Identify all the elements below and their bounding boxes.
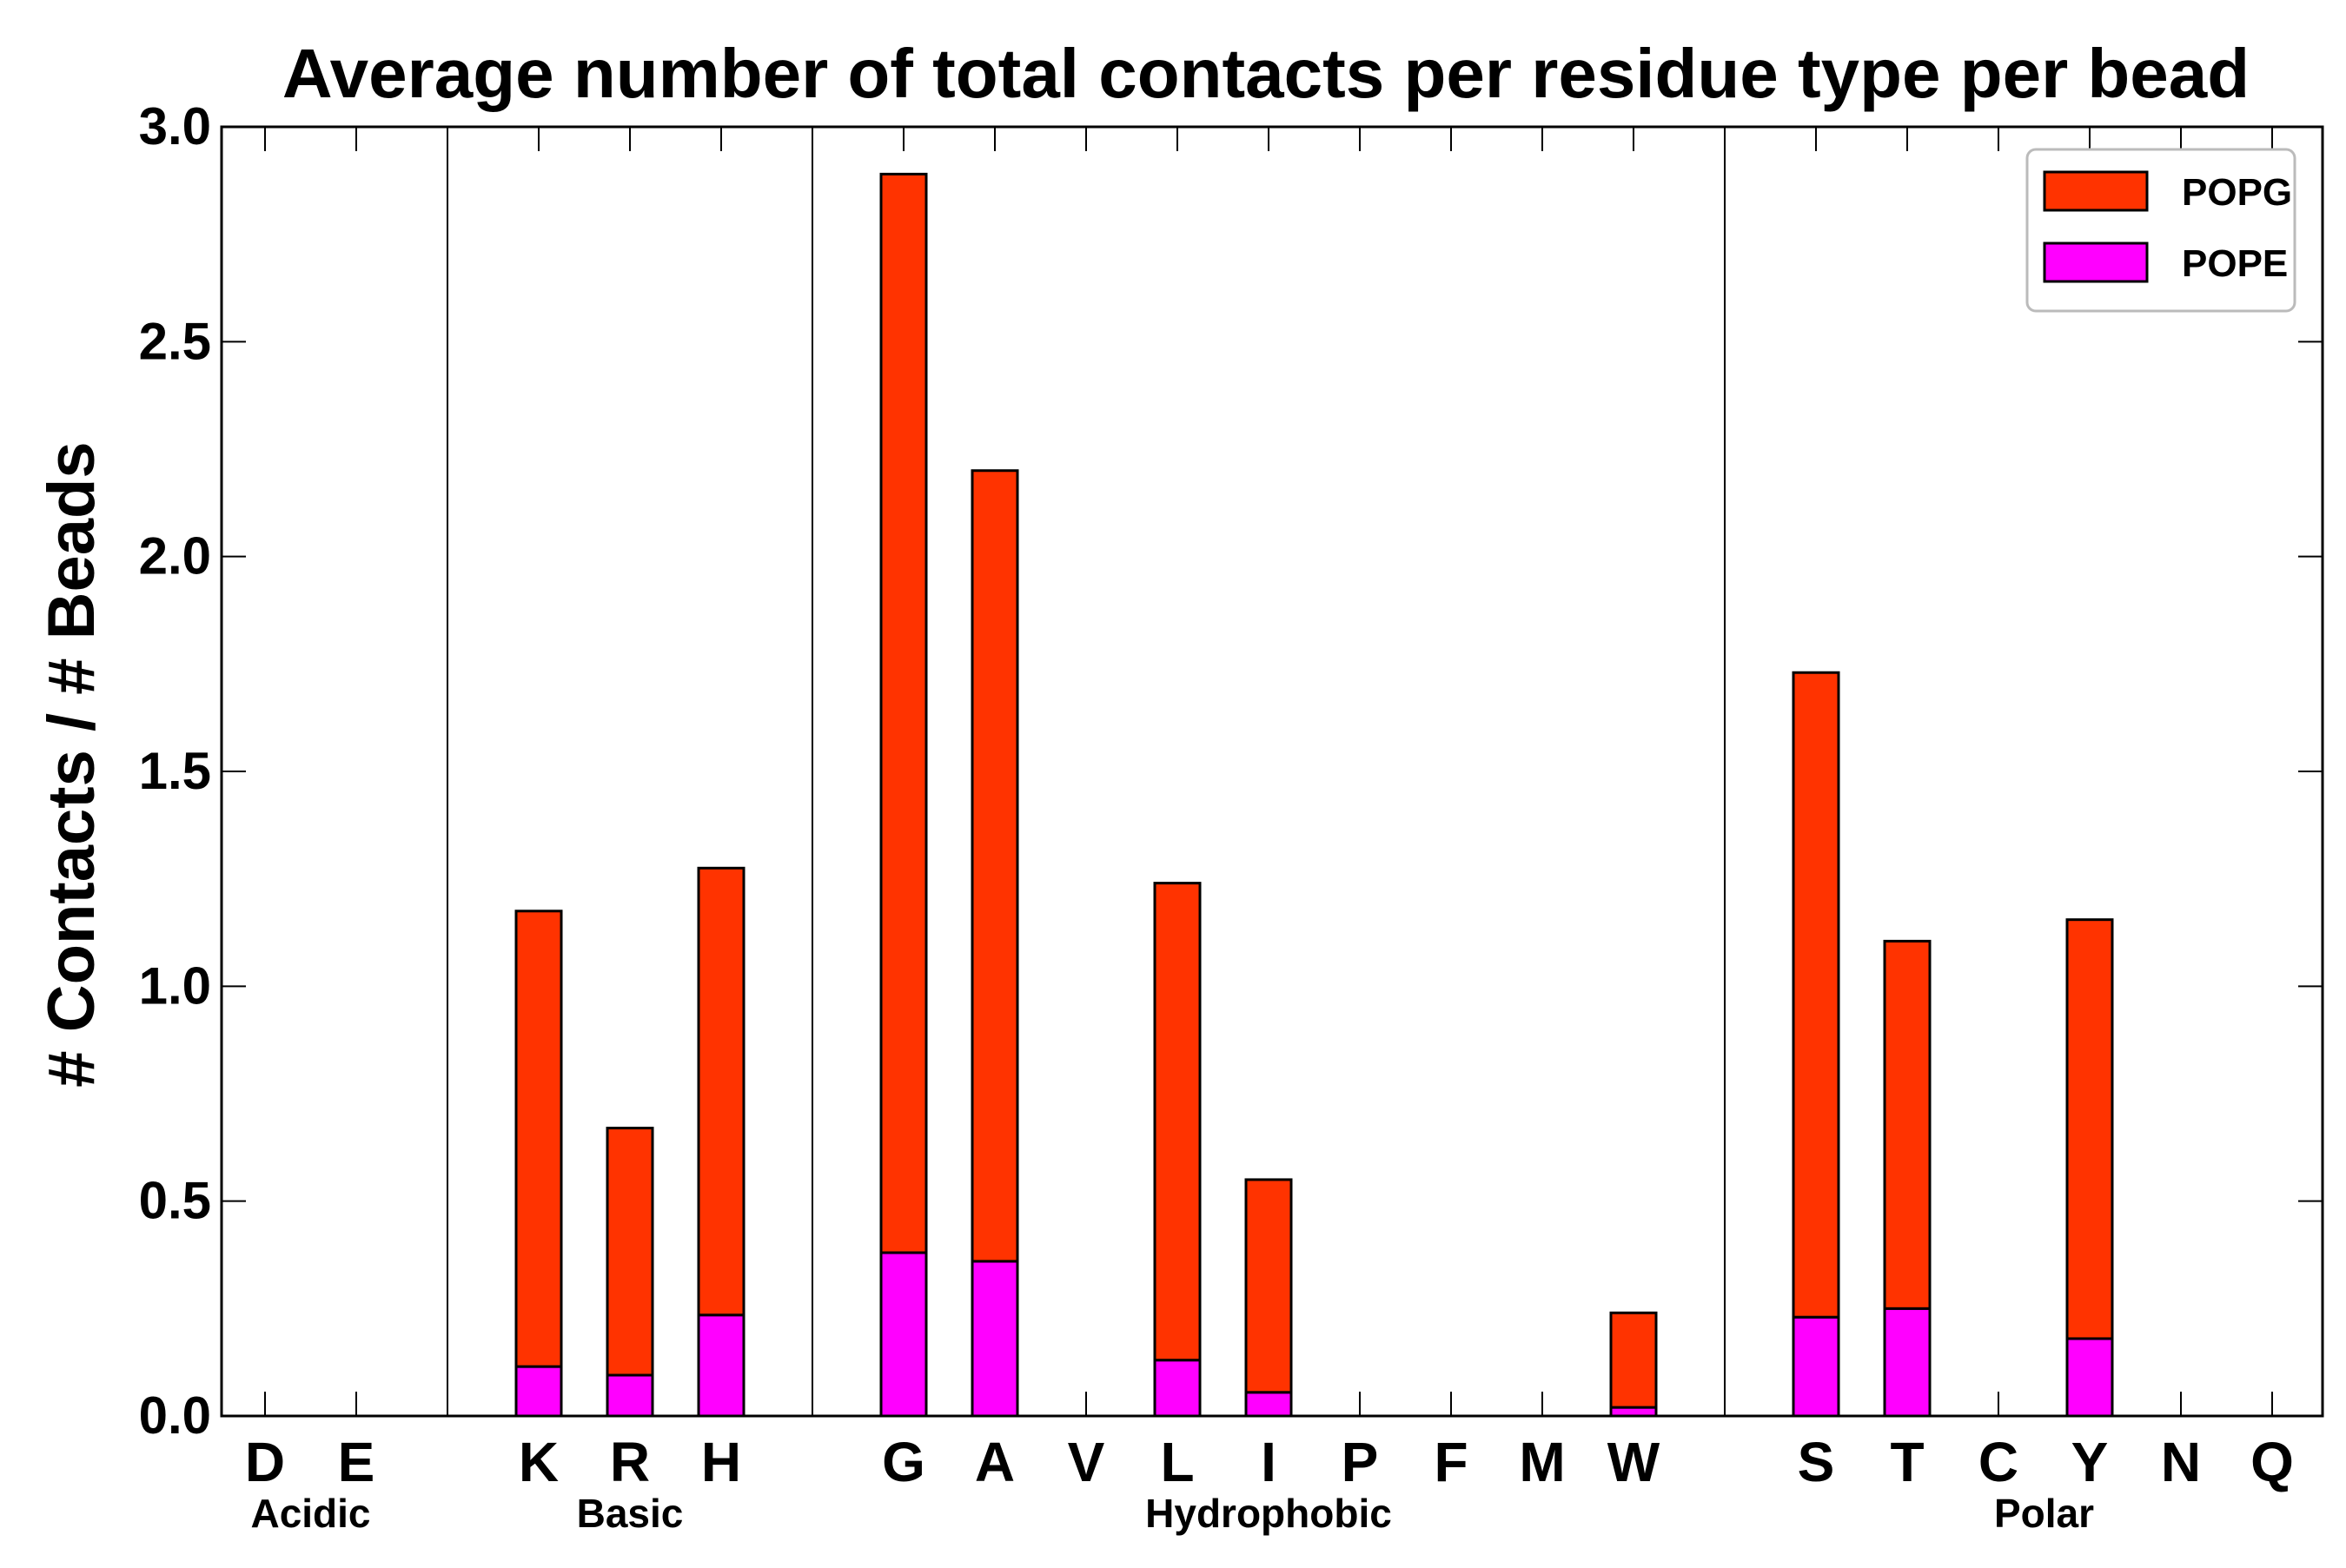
x-tick-label: H: [701, 1431, 741, 1493]
bar-pope-H: [697, 1313, 746, 1418]
bar-popg-Y: [2065, 918, 2114, 1340]
x-tick-label: G: [882, 1431, 925, 1493]
bar-popg-R: [606, 1127, 654, 1377]
x-tick-label: N: [2161, 1431, 2201, 1493]
x-tick-label: C: [1978, 1431, 2018, 1493]
bar-popg-W: [1609, 1311, 1658, 1409]
bar-popg-G: [879, 172, 928, 1254]
bar-pope-S: [1792, 1315, 1840, 1418]
bar-popg-S: [1792, 671, 1840, 1319]
bar-pope-A: [971, 1260, 1019, 1418]
bar-pope-T: [1883, 1307, 1932, 1418]
x-tick-label: S: [1798, 1431, 1835, 1493]
bar-pope-Y: [2065, 1337, 2114, 1418]
x-tick-label: F: [1434, 1431, 1468, 1493]
x-tick-label: E: [338, 1431, 375, 1493]
group-label: Polar: [1994, 1491, 2094, 1536]
x-tick-label: K: [519, 1431, 559, 1493]
y-tick-label: 2.5: [139, 312, 211, 370]
bar-pope-I: [1244, 1391, 1293, 1418]
x-tick-label: Q: [2250, 1431, 2294, 1493]
legend-swatch-popg: [2043, 170, 2149, 212]
x-tick-label: L: [1160, 1431, 1194, 1493]
bar-popg-K: [514, 910, 563, 1368]
x-tick-label: A: [975, 1431, 1015, 1493]
y-tick-label: 2.0: [139, 527, 211, 586]
y-tick-label: 0.5: [139, 1172, 211, 1230]
bar-popg-A: [971, 469, 1019, 1263]
x-tick-label: D: [245, 1431, 285, 1493]
x-tick-label: Y: [2071, 1431, 2109, 1493]
group-label: Hydrophobic: [1145, 1491, 1392, 1536]
group-label: Acidic: [250, 1491, 370, 1536]
plot-area: 0.0 0.5 1.0 1.5 2.0 2.5 3.0 D E K R H G A V L I P F M W S T C Y N…: [139, 97, 2324, 1536]
x-tick-label: I: [1261, 1431, 1276, 1493]
y-tick-label: 3.0: [139, 97, 211, 155]
x-tick-label: V: [1068, 1431, 1105, 1493]
x-tick-label: W: [1607, 1431, 1660, 1493]
x-tick-label: T: [1890, 1431, 1924, 1493]
bar-pope-G: [879, 1251, 928, 1418]
y-tick-label: 1.5: [139, 742, 211, 800]
y-tick-label: 1.0: [139, 956, 211, 1015]
x-tick-label: R: [610, 1431, 650, 1493]
bar-popg-H: [697, 866, 746, 1317]
chart-title: Average number of total contacts per res…: [282, 35, 2250, 112]
bar-pope-L: [1153, 1359, 1202, 1418]
group-label: Basic: [577, 1491, 684, 1536]
bar-pope-R: [606, 1373, 654, 1418]
bar-popg-T: [1883, 939, 1932, 1310]
legend-label: POPE: [2182, 242, 2288, 285]
bar-popg-L: [1153, 882, 1202, 1362]
legend-swatch-pope: [2043, 241, 2149, 283]
plot-frame: [220, 125, 2324, 1418]
y-tick-label: 0.0: [139, 1386, 211, 1445]
y-axis-label: # Contacts / # Beads: [35, 441, 109, 1087]
bar-popg-I: [1244, 1178, 1293, 1394]
x-tick-label: M: [1519, 1431, 1565, 1493]
x-tick-label: P: [1342, 1431, 1379, 1493]
legend-label: POPG: [2182, 171, 2292, 214]
bar-pope-K: [514, 1365, 563, 1418]
